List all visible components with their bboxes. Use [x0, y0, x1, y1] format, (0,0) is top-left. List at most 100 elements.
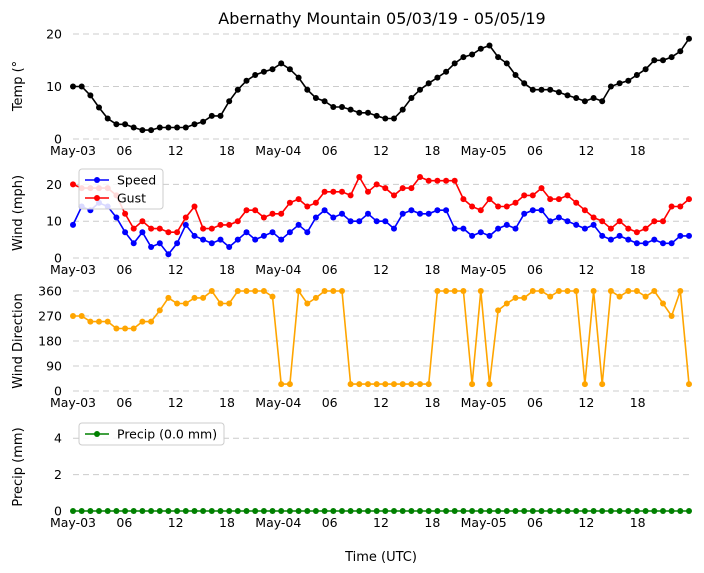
- data-point: [356, 508, 363, 514]
- x-tick-label: May-04: [255, 262, 301, 277]
- data-point: [538, 86, 545, 93]
- data-point: [70, 508, 76, 514]
- data-point: [633, 288, 640, 294]
- data-point: [295, 196, 302, 203]
- data-point: [660, 300, 666, 307]
- x-tick-label: 18: [630, 515, 646, 530]
- data-point: [330, 214, 337, 221]
- x-tick-label: 12: [578, 395, 594, 410]
- data-point: [503, 60, 510, 67]
- data-point: [512, 199, 519, 206]
- x-tick-label: 18: [424, 262, 440, 277]
- data-point: [191, 121, 198, 128]
- data-point: [503, 203, 510, 210]
- y-tick-label: 270: [38, 309, 62, 324]
- data-point: [677, 232, 684, 239]
- data-point: [642, 240, 649, 247]
- data-point: [382, 508, 389, 514]
- data-point: [495, 203, 502, 210]
- data-point: [512, 294, 519, 301]
- data-point: [625, 288, 632, 294]
- data-point: [286, 66, 293, 73]
- y-tick-label: 10: [46, 79, 62, 94]
- y-tick-label: 20: [46, 177, 62, 192]
- y-tick-label: 0: [54, 251, 62, 266]
- data-point: [156, 225, 163, 232]
- data-point: [365, 508, 371, 514]
- data-point: [382, 185, 389, 192]
- data-point: [200, 508, 207, 514]
- data-point: [260, 214, 267, 221]
- data-point: [399, 508, 406, 514]
- data-point: [156, 508, 163, 514]
- data-point: [148, 127, 155, 134]
- data-point: [217, 300, 224, 307]
- data-point: [547, 218, 554, 225]
- data-point: [96, 318, 102, 325]
- data-point: [642, 293, 649, 300]
- data-point: [616, 293, 623, 300]
- data-point: [321, 508, 328, 514]
- data-point: [555, 89, 562, 96]
- data-point: [660, 508, 666, 514]
- data-point: [113, 508, 120, 514]
- data-point: [122, 508, 129, 514]
- data-point: [356, 109, 363, 116]
- data-point: [555, 508, 562, 514]
- data-point: [182, 221, 189, 228]
- x-tick-label: 18: [219, 515, 235, 530]
- data-point: [529, 508, 536, 514]
- data-point: [269, 66, 276, 73]
- x-tick-label: 18: [219, 143, 235, 158]
- data-point: [477, 207, 484, 214]
- y-axis-label: Precip (mm): [11, 427, 26, 506]
- data-point: [625, 508, 632, 514]
- x-tick-label: 12: [578, 143, 594, 158]
- data-point: [521, 210, 528, 217]
- data-point: [226, 508, 233, 514]
- data-point: [391, 192, 397, 199]
- data-point: [165, 229, 172, 236]
- data-point: [573, 95, 580, 101]
- data-point: [269, 293, 276, 300]
- data-point: [425, 80, 432, 87]
- data-point: [347, 218, 354, 225]
- data-point: [96, 508, 102, 514]
- data-point: [165, 124, 172, 131]
- data-point: [174, 300, 181, 307]
- data-point: [564, 508, 571, 514]
- data-point: [547, 86, 554, 93]
- data-point: [408, 207, 415, 214]
- data-point: [391, 225, 397, 232]
- data-point: [260, 68, 267, 75]
- data-point: [434, 508, 441, 514]
- data-point: [321, 288, 328, 294]
- data-point: [148, 318, 155, 325]
- data-point: [312, 199, 319, 206]
- data-point: [148, 508, 155, 514]
- data-point: [460, 225, 467, 232]
- x-tick-label: 12: [373, 143, 389, 158]
- data-point: [668, 203, 675, 210]
- data-point: [122, 210, 129, 217]
- x-tick-label: 18: [219, 262, 235, 277]
- data-point: [330, 188, 337, 195]
- data-point: [78, 508, 85, 514]
- data-point: [677, 508, 684, 514]
- data-point: [469, 508, 476, 514]
- data-point: [573, 221, 580, 228]
- data-point: [104, 115, 111, 122]
- data-point: [408, 508, 415, 514]
- data-point: [226, 98, 233, 105]
- data-point: [642, 508, 649, 514]
- data-point: [547, 196, 554, 203]
- data-point: [356, 174, 363, 180]
- data-point: [234, 218, 241, 225]
- data-point: [339, 104, 345, 110]
- x-tick-label: 06: [527, 395, 543, 410]
- data-point: [391, 508, 397, 514]
- data-point: [339, 210, 345, 217]
- panel-2: 0 10 20 May-03 06 12 18 May-04 06 12 18 May-05 06 12 1…: [11, 168, 692, 277]
- data-point: [382, 115, 389, 122]
